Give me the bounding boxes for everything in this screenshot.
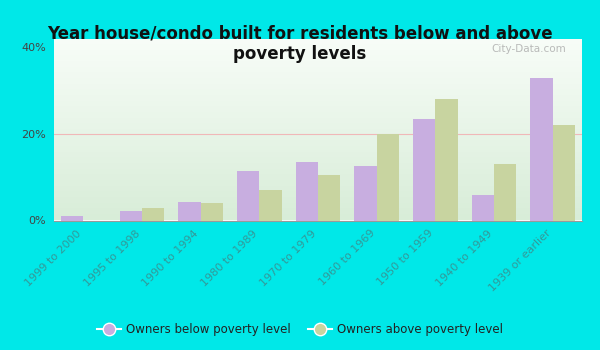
Bar <box>120 211 142 220</box>
Bar <box>377 134 399 220</box>
Bar <box>259 190 281 220</box>
Bar <box>200 203 223 220</box>
Text: Year house/condo built for residents below and above
poverty levels: Year house/condo built for residents bel… <box>47 25 553 63</box>
Bar <box>472 195 494 220</box>
Bar <box>413 119 436 220</box>
Bar <box>553 125 575 220</box>
Legend: Owners below poverty level, Owners above poverty level: Owners below poverty level, Owners above… <box>93 318 507 341</box>
Bar <box>237 171 259 220</box>
Bar <box>178 202 200 220</box>
Bar <box>436 99 458 220</box>
Bar <box>494 164 516 220</box>
Bar <box>142 208 164 220</box>
Bar <box>61 216 83 221</box>
Text: City-Data.com: City-Data.com <box>491 44 566 54</box>
Bar <box>318 175 340 220</box>
Bar <box>355 166 377 220</box>
Bar <box>530 77 553 220</box>
Bar <box>296 162 318 220</box>
